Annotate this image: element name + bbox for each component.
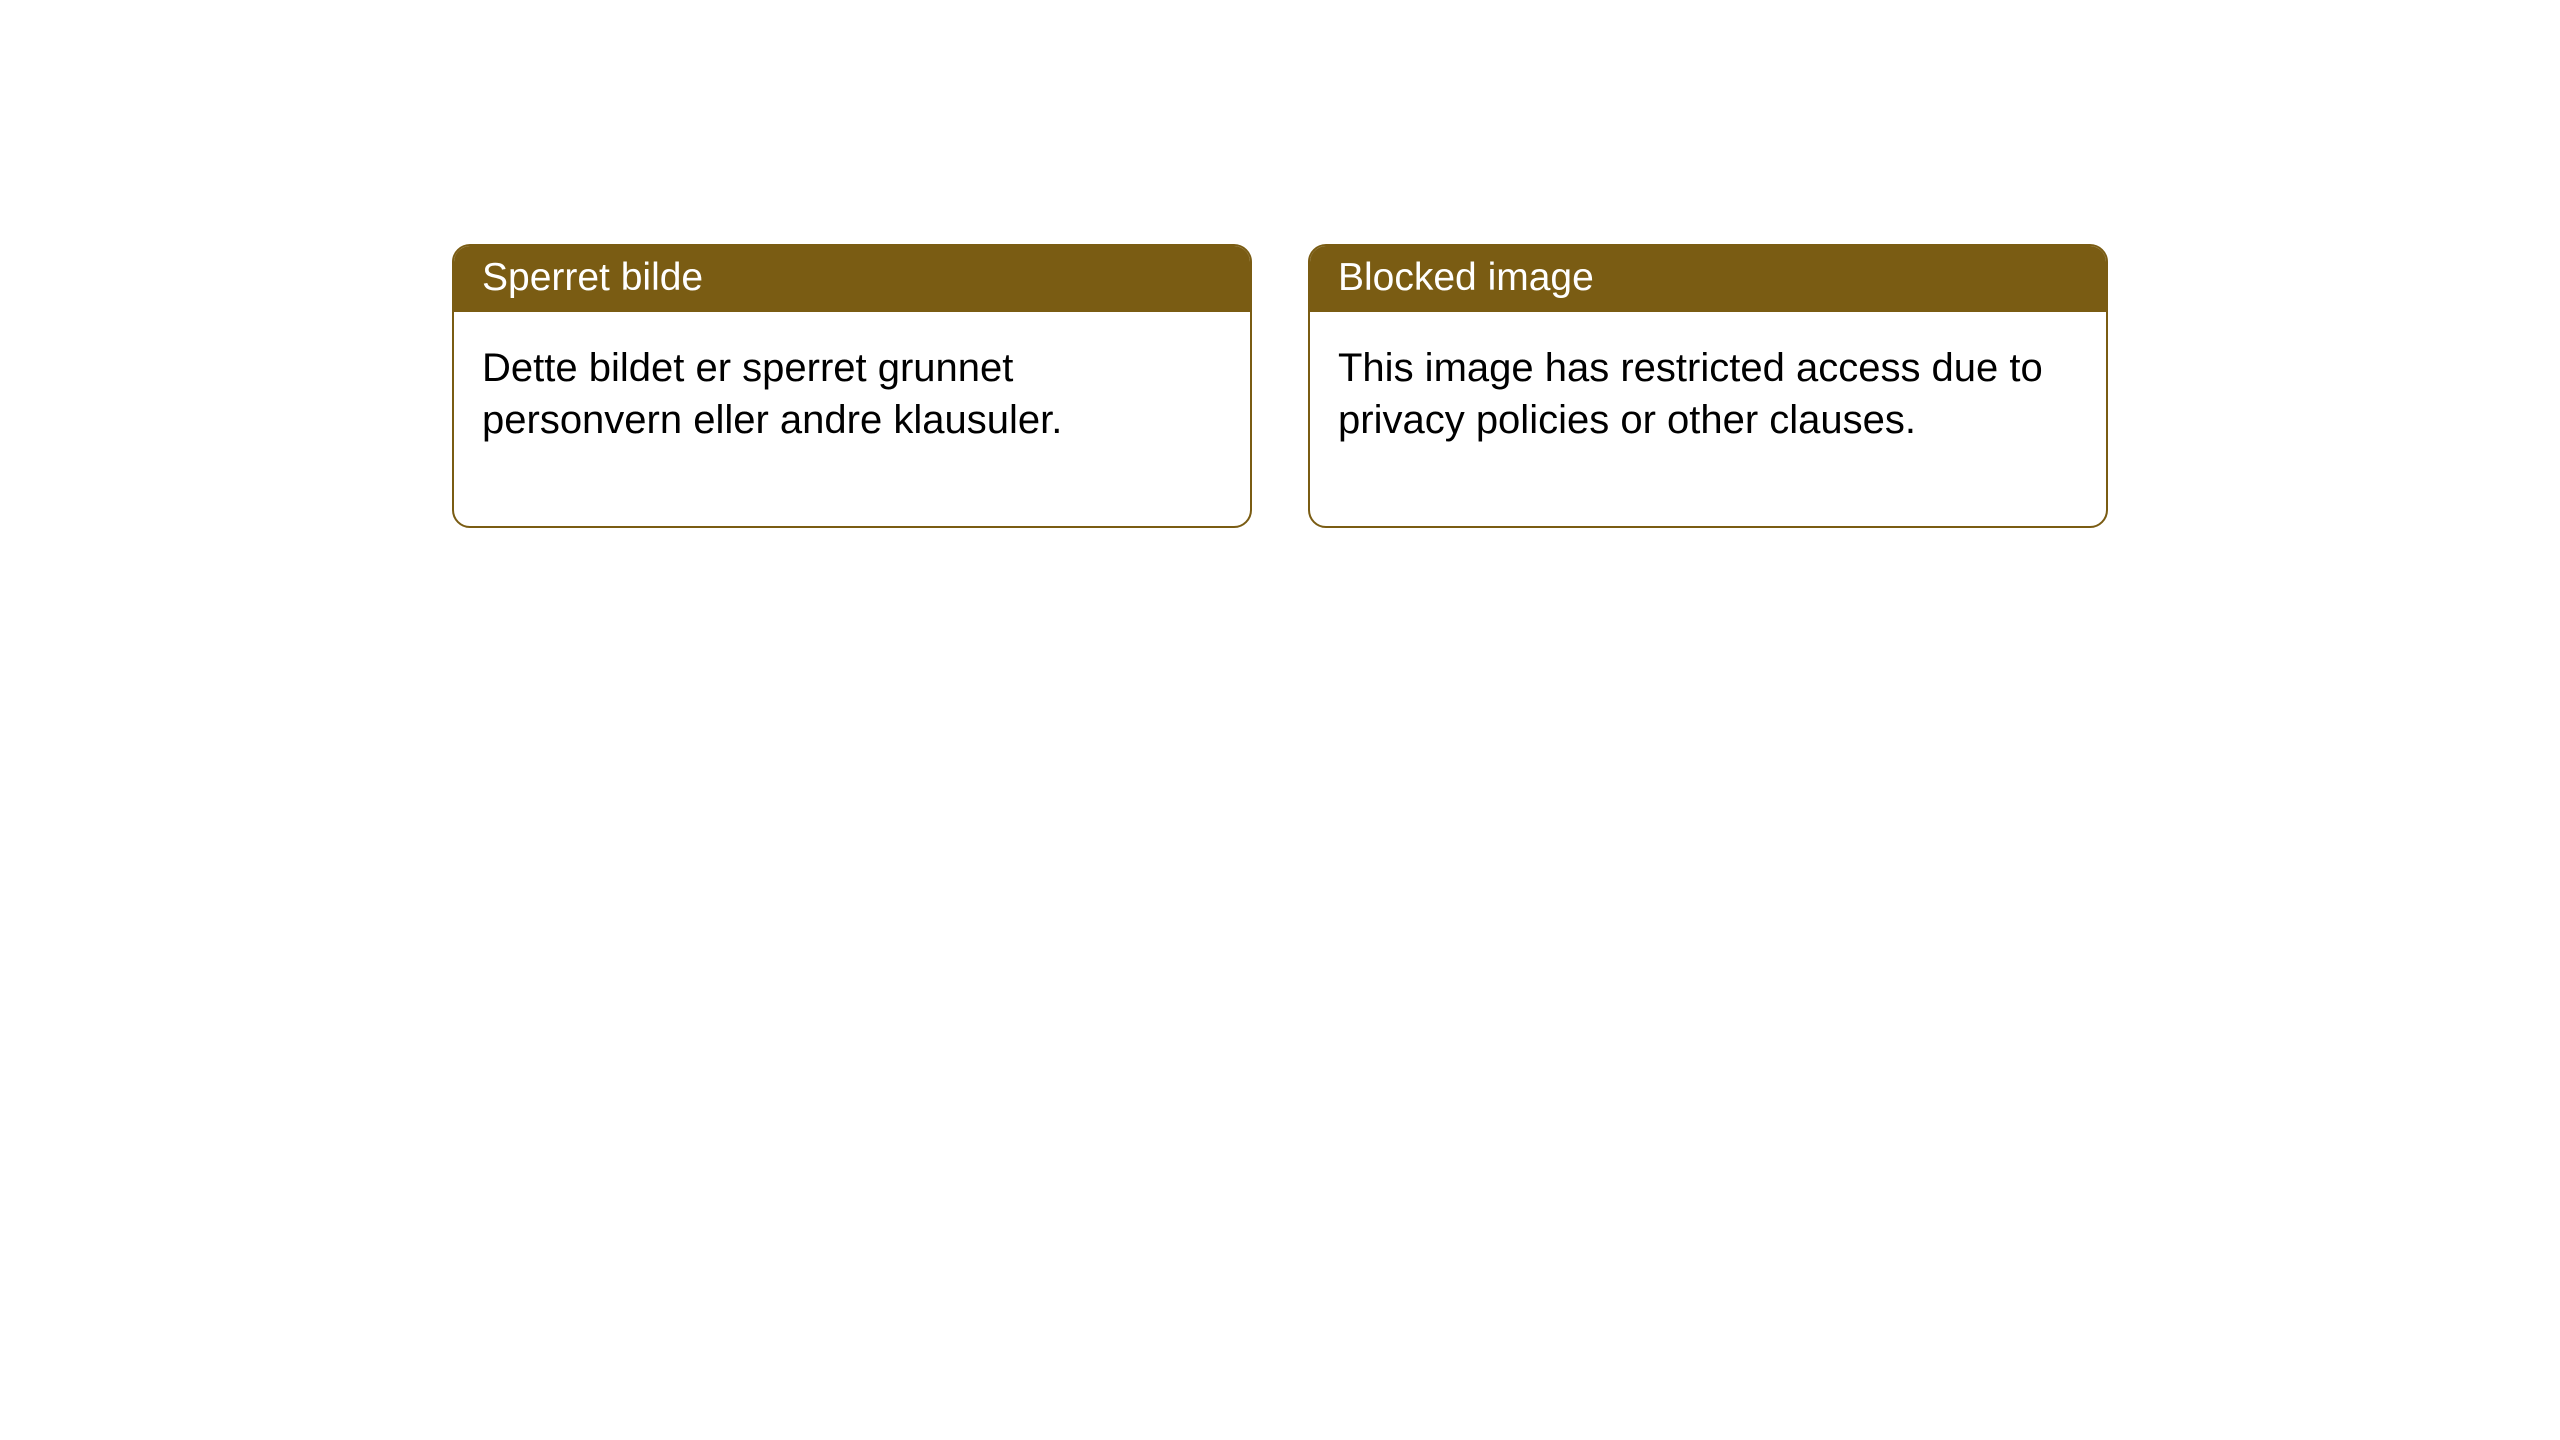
- card-header-english: Blocked image: [1310, 246, 2106, 312]
- blocked-image-card-english: Blocked image This image has restricted …: [1308, 244, 2108, 528]
- card-header-norwegian: Sperret bilde: [454, 246, 1250, 312]
- notice-cards-container: Sperret bilde Dette bildet er sperret gr…: [0, 0, 2560, 528]
- card-body-english: This image has restricted access due to …: [1310, 312, 2106, 526]
- card-body-norwegian: Dette bildet er sperret grunnet personve…: [454, 312, 1250, 526]
- blocked-image-card-norwegian: Sperret bilde Dette bildet er sperret gr…: [452, 244, 1252, 528]
